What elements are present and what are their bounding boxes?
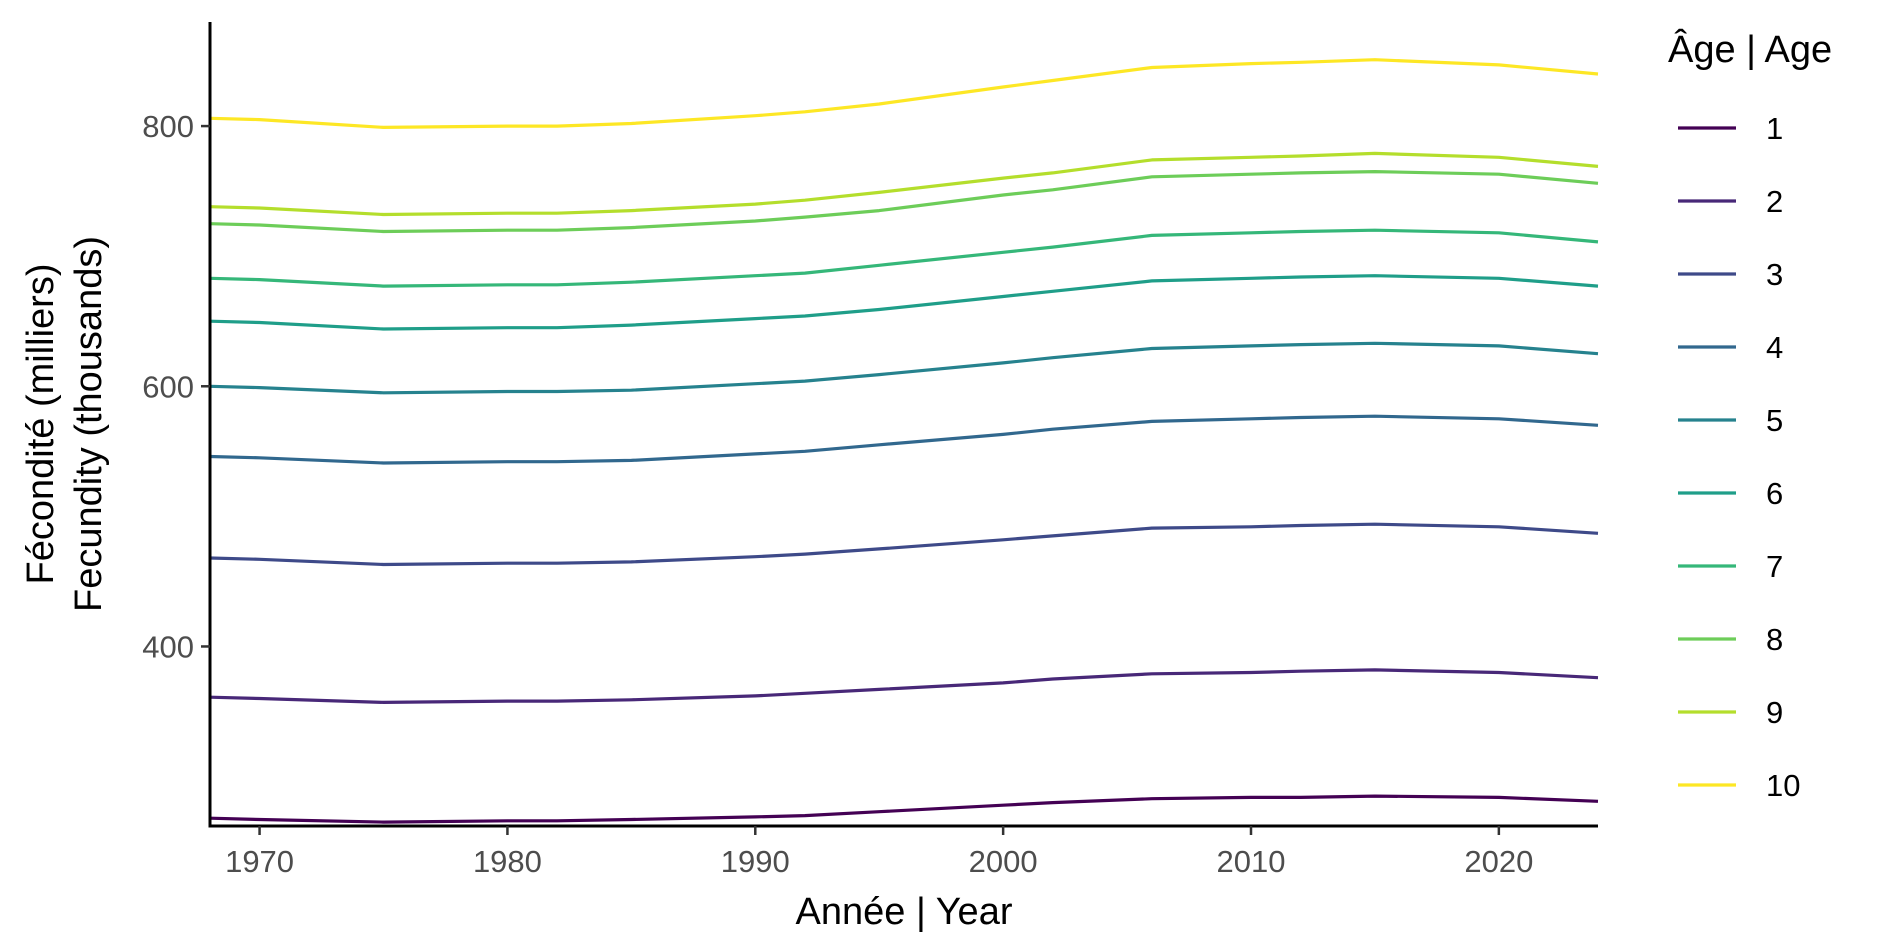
series-line-8 — [209, 170, 1599, 234]
legend-label-5: 5 — [1766, 403, 1783, 438]
legend: Âge | Age 1 2 3 4 5 6 7 8 9 10 — [1668, 28, 1832, 803]
y-axis-title-line-1: Fécondité (milliers) — [20, 264, 62, 585]
legend-title: Âge | Age — [1668, 28, 1832, 71]
y-axis-title-line-2: Fecundity (thousands) — [68, 236, 110, 612]
legend-label-7: 7 — [1766, 549, 1783, 584]
legend-label-10: 10 — [1766, 768, 1800, 803]
x-tick-label-2020: 2020 — [1464, 844, 1533, 879]
legend-label-2: 2 — [1766, 184, 1783, 219]
series-line-9 — [209, 151, 1599, 217]
x-axis-ticks: 1970 1980 1990 2000 2010 2020 — [225, 826, 1533, 879]
y-axis-ticks: 400 600 800 — [142, 109, 210, 664]
x-tick-label-2010: 2010 — [1217, 844, 1286, 879]
series-line-3 — [209, 522, 1599, 567]
x-tick-label-2000: 2000 — [969, 844, 1038, 879]
series-line-10 — [209, 58, 1599, 130]
x-tick-label-1980: 1980 — [473, 844, 542, 879]
series-lines — [209, 58, 1599, 824]
x-tick-label-1990: 1990 — [721, 844, 790, 879]
legend-label-4: 4 — [1766, 330, 1783, 365]
legend-label-8: 8 — [1766, 622, 1783, 657]
y-tick-label-800: 800 — [142, 109, 194, 144]
series-line-4 — [209, 414, 1599, 465]
legend-label-9: 9 — [1766, 695, 1783, 730]
series-line-7 — [209, 228, 1599, 288]
x-tick-label-1970: 1970 — [225, 844, 294, 879]
y-tick-label-400: 400 — [142, 629, 194, 664]
y-tick-label-600: 600 — [142, 369, 194, 404]
series-line-2 — [209, 668, 1599, 705]
legend-label-3: 3 — [1766, 257, 1783, 292]
legend-label-6: 6 — [1766, 476, 1783, 511]
y-axis-title: Fécondité (milliers) Fecundity (thousand… — [20, 236, 110, 612]
legend-label-1: 1 — [1766, 111, 1783, 146]
series-line-6 — [209, 274, 1599, 331]
series-line-5 — [209, 341, 1599, 395]
x-axis-title: Année | Year — [796, 891, 1013, 933]
series-line-1 — [209, 794, 1599, 824]
legend-items: 1 2 3 4 5 6 7 8 9 10 — [1678, 111, 1800, 803]
